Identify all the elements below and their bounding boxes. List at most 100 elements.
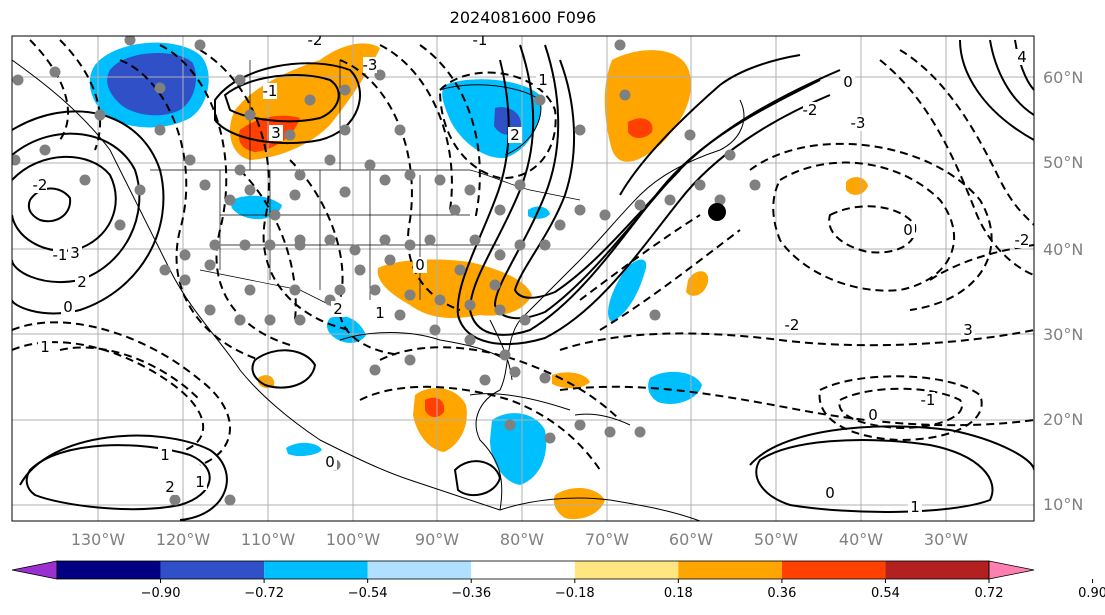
station-dot [404,289,416,301]
anomaly-shading [89,42,868,520]
contour-label: -2 [1015,231,1030,249]
station-dot [404,169,416,181]
contour-label: 4 [1017,48,1027,66]
station-dot [479,374,491,386]
colorbar-tick-label: 0.90 [1078,586,1105,601]
contour-label-bg [38,339,52,355]
colorbar-tick-label: −0.36 [451,586,491,601]
station-dot [369,284,381,296]
station-dot [499,349,511,361]
colorbar-segment [574,561,679,579]
lat-label-40: 40°N [1043,240,1083,259]
contour-dashed-pacific-2 [12,341,205,451]
station-dot [604,426,616,438]
station-dot [334,284,346,296]
colorbar-tick-label: −0.54 [348,586,388,601]
station-dot [339,186,351,198]
station-dot [204,259,216,271]
station-dot [494,304,506,316]
shade-orange-mexico [258,375,275,389]
station-dot [294,234,306,246]
colorbar-outline [56,560,990,580]
shade-blue-western-us [230,195,282,220]
contour-solid-pacific-high-3 [12,110,165,315]
contour-label: -1 [263,82,278,100]
contour-label-bg [373,305,387,321]
station-dot [114,219,126,231]
station-dot [194,39,206,51]
contour-dashed-caribbean-2 [359,385,601,471]
shade-blue-mexico-pacific [286,442,322,457]
station-dot [224,194,236,206]
station-dot [379,234,391,246]
contour-label: 2 [333,300,343,318]
colorbar-segment [781,561,886,579]
station-dot [154,82,166,94]
contour-solid-nw-high-1 [223,74,340,123]
map-title: 2024081600 F096 [449,8,597,27]
station-dot [509,366,521,378]
shade-orange-venezuela [553,488,605,520]
contour-label: -2 [33,176,48,194]
station-dot [239,239,251,251]
contour-label: 1 [40,338,50,356]
coast-gulf [339,332,506,361]
contour-label: -2 [308,31,323,49]
colorbar-tick-label: −0.72 [244,586,284,601]
contour-label: 3 [70,244,80,262]
contour-solid-pacific-high-1 [12,155,117,252]
station-dot [134,184,146,196]
contour-solid-nw-high-2 [214,62,361,145]
lat-label-10: 10°N [1043,495,1083,514]
station-dot [244,284,256,296]
contour-dashed-mid-atlantic-3 [828,205,917,254]
station-dot [349,244,361,256]
station-dot [374,69,386,81]
shade-orange-far-atlantic [846,177,868,195]
contour-dashed-central-2 [239,169,297,321]
contour-label-bg [323,454,337,470]
station-dot [264,314,276,326]
station-dot [294,314,306,326]
contour-label-bg [1033,427,1034,443]
contour-label-bg [308,36,322,48]
station-dot [234,164,246,176]
contour-label-bg [921,392,935,408]
contour-label-bg [363,57,377,73]
colorbar-tick-label: −0.18 [555,586,595,601]
contour-label-bg [331,301,345,317]
contour-dashed-pacific-3 [59,346,201,401]
contour-solid-pacific-high-4 [27,187,72,223]
colorbar-tick-label: 0.36 [767,586,796,601]
contour-dashed-west-3 [199,49,351,331]
station-dot [664,194,676,206]
station-dot [234,314,246,326]
station-dot [284,129,296,141]
contour-dashed-caribbean-1 [379,346,621,421]
station-dot [154,124,166,136]
contour-dashed-hudson [438,71,557,180]
contour-label: 2 [165,478,175,496]
colorbar-segment [160,561,265,579]
station-dot [684,129,696,141]
lon-label-50w: 50°W [754,530,798,549]
latitude-labels: 60°N 50°N 40°N 30°N 20°N 10°N [1043,68,1083,514]
contour-label-bg [33,177,47,193]
contour-label: 0 [843,73,853,91]
station-dot [454,264,466,276]
contour-dashed-west-6 [419,44,481,221]
contour-solid-trop-atlantic-1 [755,439,994,513]
station-dot [539,372,551,384]
colorbar-tick-label: −0.90 [141,586,181,601]
contour-solid-trop-pacific-1 [25,444,211,511]
contour-label-bg [163,479,177,495]
station-dot [354,264,366,276]
colorbar-tick-label: 0.72 [975,586,1004,601]
lat-label-20: 20°N [1043,410,1083,429]
contour-dashed-mid-atlantic-2 [749,142,993,311]
contour-dashed-atlantic-2 [559,385,1034,427]
contour-label: 2 [510,126,520,144]
colorbar-segment [678,561,782,579]
contour-label: -3 [851,114,866,132]
contour-label: -2 [785,316,800,334]
